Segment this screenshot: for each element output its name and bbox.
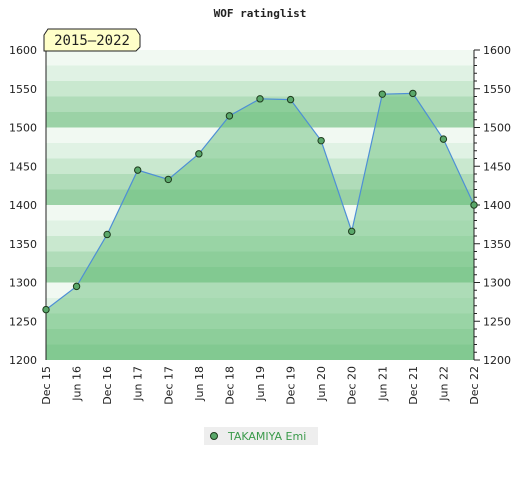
data-point: [317, 136, 325, 145]
data-point: [103, 230, 111, 239]
data-point: [470, 201, 478, 209]
legend-entry-takamiya-emi: TAKAMIYA Emi: [227, 430, 306, 443]
data-point: [195, 150, 203, 158]
y-tick-label-left: 1550: [9, 83, 37, 96]
y-tick-label-right: 1550: [483, 83, 511, 96]
data-point: [72, 282, 81, 291]
data-point: [164, 175, 172, 184]
y-tick-label-left: 1400: [9, 199, 37, 212]
y-tick-label-left: 1500: [9, 122, 37, 135]
data-point: [439, 135, 448, 143]
period-badge-text: 2015–2022: [54, 33, 130, 49]
y-tick-label-left: 1300: [9, 277, 37, 290]
y-tick-label-right: 1400: [483, 199, 511, 212]
x-tick-label: Dec 21: [407, 366, 420, 405]
y-tick-label-right: 1500: [483, 122, 511, 135]
background-band: [46, 50, 474, 66]
data-point: [286, 95, 295, 104]
y-tick-label-left: 1350: [9, 238, 37, 251]
legend-box: [204, 427, 318, 445]
legend-marker: [210, 432, 218, 440]
data-point: [409, 89, 417, 98]
series-area-takamiya-emi: [46, 93, 474, 361]
y-axis-right-ticks: 1200 1250 1300 1350 1400 1450 1500 1550 1600: [483, 44, 511, 367]
y-tick-label-right: 1300: [483, 277, 511, 290]
y-tick-label-left: 1200: [9, 354, 37, 367]
x-tick-label: Jun 17: [132, 366, 145, 402]
period-badge-box: [43, 28, 141, 52]
x-tick-label: Dec 20: [346, 366, 359, 405]
x-tick-label: Jun 20: [315, 366, 328, 402]
data-point: [256, 95, 264, 103]
background-band: [46, 65, 474, 81]
y-tick-label-right: 1350: [483, 238, 511, 251]
data-point: [225, 112, 234, 120]
x-tick-label: Jun 18: [193, 366, 206, 402]
data-points: [42, 89, 478, 314]
y-tick-label-right: 1200: [483, 354, 511, 367]
y-axis-left-ticks: 1200 1250 1300 1350 1400 1450 1500 1550 1600: [9, 44, 37, 367]
background-band: [46, 81, 474, 97]
x-tick-label: Dec 22: [468, 366, 481, 405]
x-axis-ticks: Dec 15 Jun 16 Dec 16 Jun 17 Dec 17 Jun 18 Dec …: [40, 366, 481, 405]
y-tick-label-right: 1250: [483, 315, 511, 328]
legend: TAKAMIYA Emi: [204, 427, 318, 445]
data-point: [348, 227, 356, 236]
x-tick-label: Dec 18: [223, 366, 236, 405]
x-tick-label: Dec 16: [101, 366, 114, 405]
x-tick-label: Dec 15: [40, 366, 53, 405]
x-tick-label: Jun 16: [71, 366, 84, 402]
y-tick-label-left: 1450: [9, 160, 37, 173]
y-tick-label-left: 1600: [9, 44, 37, 57]
period-badge: 2015–2022: [43, 28, 141, 52]
x-tick-label: Jun 22: [437, 366, 450, 402]
x-tick-label: Jun 21: [376, 366, 389, 402]
y-tick-label-right: 1600: [483, 44, 511, 57]
y-tick-label-right: 1450: [483, 160, 511, 173]
data-point: [42, 305, 50, 314]
data-point: [134, 166, 142, 174]
x-tick-label: Dec 17: [162, 366, 175, 405]
x-tick-label: Dec 19: [285, 366, 298, 405]
y-tick-label-left: 1250: [9, 315, 37, 328]
data-point: [378, 90, 386, 98]
chart-title: WOF ratinglist: [214, 7, 307, 20]
x-tick-label: Jun 19: [254, 366, 267, 402]
